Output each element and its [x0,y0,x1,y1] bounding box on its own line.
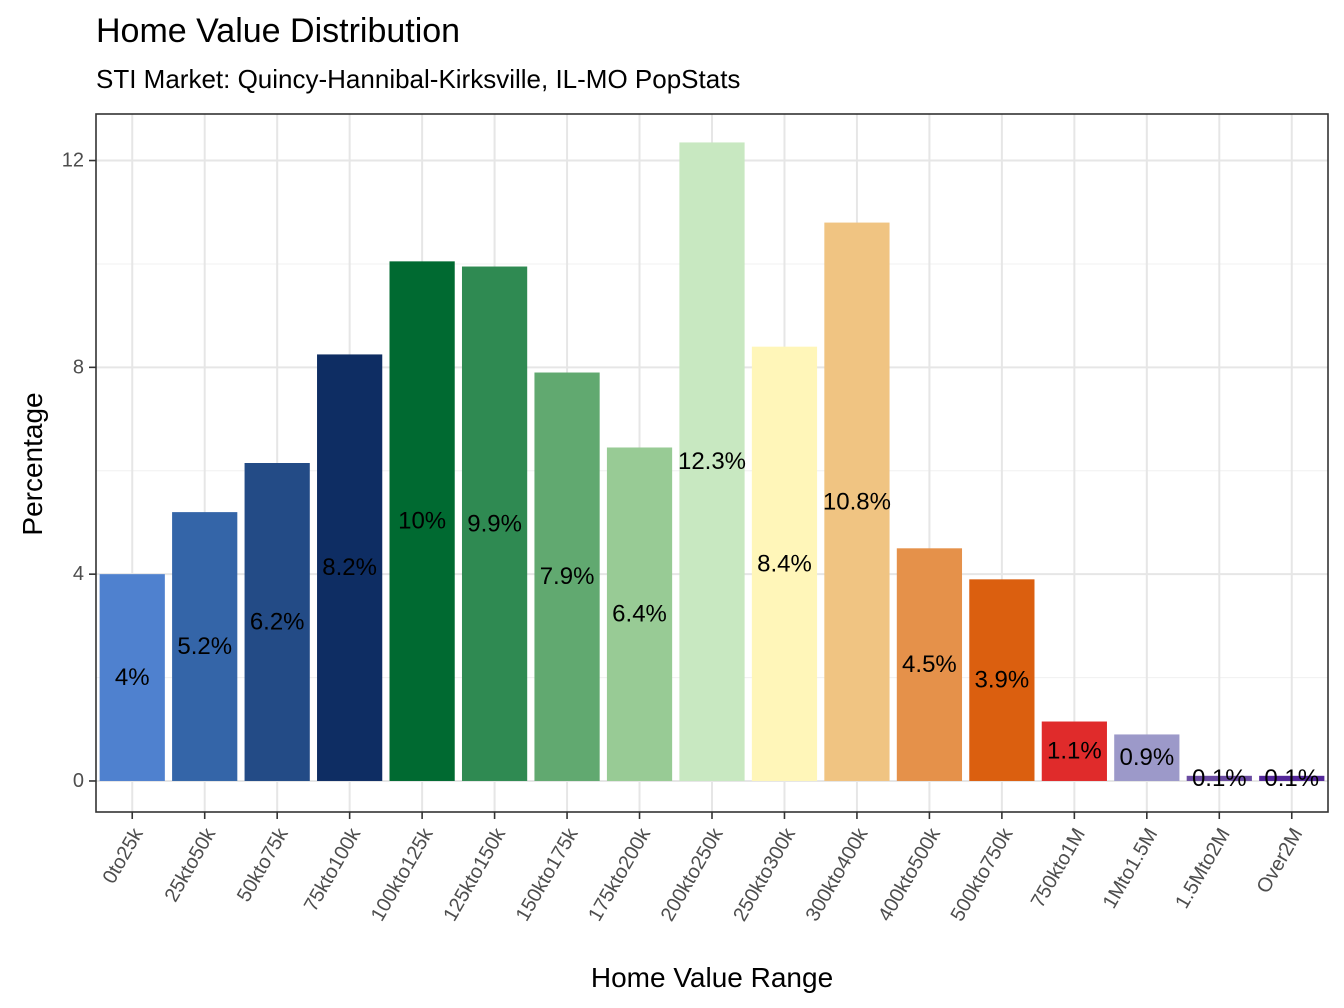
bar-value-label: 10.8% [823,488,891,515]
bar-25kto50k [172,512,238,781]
x-axis: 0to25k 25kto50k 50kto75k 75kto100k 100kto125… [99,812,1308,925]
bar-value-label: 0.1% [1192,765,1247,792]
y-axis-title: Percentage [17,392,48,535]
bar-0to25k [99,574,165,781]
bar-50kto75k [244,463,310,781]
bar-value-label: 12.3% [678,448,746,475]
x-tick-label: 50kto75k [233,824,293,906]
y-axis: 0 4 8 12 [62,150,96,792]
bar-value-label: 6.2% [250,608,305,635]
bar-value-label: 6.4% [612,601,667,628]
bar-75kto100k [317,354,383,781]
x-tick-label: 100kto125k [367,824,438,925]
x-tick-label: 1Mto1.5M [1099,825,1163,913]
bar-value-label: 7.9% [540,563,595,590]
bar-labels: 4% 5.2% 6.2% 8.2% 10% 9.9% 7.9% 6.4% 12.3% 8.4% 10… [115,448,1319,792]
y-tick-label: 0 [73,770,84,792]
x-tick-label: 150kto175k [512,824,583,925]
bars [99,142,1325,781]
bar-400kto500k [896,548,963,781]
bar-value-label: 10% [398,508,446,535]
bar-value-label: 9.9% [467,510,522,537]
x-tick-label: 400kto500k [874,824,945,925]
bar-1Mto1.5M [1114,734,1180,781]
x-tick-label: 0to25k [99,824,149,888]
bar-value-label: 1.1% [1047,738,1102,765]
x-tick-label: 250kto300k [729,824,800,925]
x-tick-label: 750kto1M [1027,825,1090,912]
bar-value-label: 0.9% [1119,744,1174,771]
bar-175kto200k [606,447,673,781]
bar-value-label: 4% [115,664,150,691]
bar-value-label: 8.2% [322,554,377,581]
x-tick-label: 75kto100k [300,824,366,916]
x-tick-label: 125kto150k [439,824,510,925]
y-tick-label: 8 [73,356,84,378]
x-axis-title: Home Value Range [591,962,833,993]
x-tick-label: 300kto400k [802,824,873,925]
bar-200kto250k [679,142,745,781]
bar-1.5Mto2M [1186,775,1252,781]
bar-125kto150k [461,266,528,781]
y-tick-label: 4 [73,563,84,585]
bar-value-label: 0.1% [1264,765,1319,792]
x-tick-label: 200kto250k [657,824,728,925]
x-tick-label: Over2M [1253,825,1308,898]
bar-Over2M [1259,775,1325,781]
y-tick-label: 12 [62,150,84,172]
x-tick-label: 500kto750k [947,824,1018,925]
x-tick-label: 25kto50k [161,824,221,906]
chart-subtitle: STI Market: Quincy-Hannibal-Kirksville, … [96,64,741,94]
x-tick-label: 1.5Mto2M [1171,825,1235,913]
bar-value-label: 3.9% [975,667,1030,694]
bar-100kto125k [389,261,455,781]
bar-value-label: 5.2% [177,633,232,660]
bar-300kto400k [824,222,890,781]
bar-150kto175k [534,372,600,781]
bar-250kto300k [751,346,818,781]
chart-title: Home Value Distribution [96,12,461,50]
bar-value-label: 4.5% [902,651,957,678]
x-tick-label: 175kto200k [584,824,655,925]
bar-750kto1M [1041,721,1107,781]
bar-500kto750k [969,579,1035,781]
bar-value-label: 8.4% [757,550,812,577]
